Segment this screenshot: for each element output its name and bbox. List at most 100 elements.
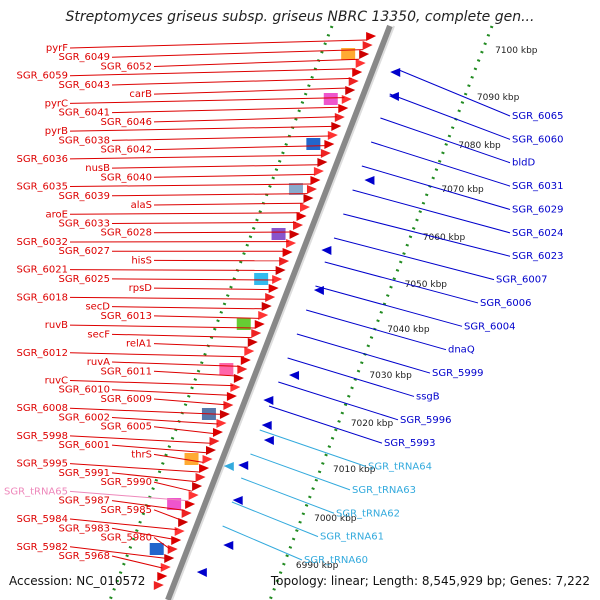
accession-label: Accession: NC_010572 xyxy=(9,574,146,588)
leader-line-forward xyxy=(111,555,163,569)
gene-label-forward: SGR_6032 xyxy=(17,237,69,248)
gene-arrow-forward xyxy=(286,239,297,248)
leader-line-forward xyxy=(153,481,193,492)
gene-label-forward: SGR_6033 xyxy=(59,218,111,229)
leader-line-reverse xyxy=(380,117,511,164)
gene-arrow-forward xyxy=(279,257,290,266)
leader-line-forward xyxy=(153,509,182,521)
topology-label: Topology: linear; Length: 8,545,929 bp; … xyxy=(270,574,590,588)
gene-label-forward: ruvB xyxy=(45,320,68,331)
feature-box-forward xyxy=(219,363,234,375)
gene-label-forward: SGR_6039 xyxy=(59,191,111,202)
gene-arrow-forward xyxy=(317,158,328,167)
leader-line-forward xyxy=(111,416,219,425)
gene-arrow-forward xyxy=(320,149,331,158)
gene-arrow-forward xyxy=(352,68,363,77)
leader-line-forward xyxy=(111,278,274,281)
leader-line-forward xyxy=(111,164,319,169)
leader-line-forward xyxy=(111,49,363,58)
gene-label-forward: SGR_6049 xyxy=(59,52,111,63)
gene-label-forward: SGR_6012 xyxy=(17,348,69,359)
gene-arrow-forward xyxy=(299,203,310,212)
leader-line-forward xyxy=(153,173,315,178)
leader-line-forward xyxy=(69,463,200,473)
leader-line-forward xyxy=(153,58,360,67)
gene-arrow-reverse xyxy=(289,371,300,380)
gene-arrow-forward xyxy=(254,320,265,329)
gene-label-forward: SGR_6010 xyxy=(59,385,111,396)
gene-arrow-forward xyxy=(153,581,164,590)
gene-arrow-forward xyxy=(338,104,349,113)
axis-tick-label: 7070 kbp xyxy=(441,185,484,195)
gene-label-forward: SGR_6002 xyxy=(59,412,111,423)
leader-line-forward xyxy=(153,370,237,377)
gene-label-forward: SGR_6042 xyxy=(101,145,153,156)
leader-line-forward xyxy=(153,116,337,123)
gene-label-forward: pyrC xyxy=(45,98,68,109)
leader-line-forward xyxy=(153,453,204,463)
gene-arrow-forward xyxy=(331,122,342,131)
feature-box-forward xyxy=(149,543,164,555)
gene-arrow-forward xyxy=(282,248,293,257)
gene-label-forward: secF xyxy=(87,329,110,340)
leader-line-reverse xyxy=(343,213,511,257)
gene-label-reverse: dnaQ xyxy=(448,345,475,356)
gene-arrow-forward xyxy=(202,455,213,464)
gene-label-forward: SGR_6009 xyxy=(101,394,153,405)
gene-arrow-reverse xyxy=(313,286,324,295)
gene-arrow-forward xyxy=(247,338,258,347)
leader-line-forward xyxy=(69,212,300,215)
leader-line-reverse xyxy=(222,525,303,561)
leader-line-forward xyxy=(153,202,304,206)
gene-arrow-forward xyxy=(345,86,356,95)
gene-arrow-reverse xyxy=(261,421,272,430)
gene-label-forward: SGR_5990 xyxy=(101,477,153,488)
leader-line-forward xyxy=(69,97,345,104)
gene-arrow-forward xyxy=(334,113,345,122)
axis-tick-label: 7060 kbp xyxy=(423,233,466,243)
gene-label-forward: SGR_6035 xyxy=(17,182,69,193)
gene-arrow-forward xyxy=(313,167,324,176)
leader-line-forward xyxy=(69,296,267,300)
leader-line-reverse xyxy=(352,189,511,234)
leader-line-forward xyxy=(111,106,341,114)
leader-line-reverse xyxy=(250,453,351,491)
feature-box-forward xyxy=(341,48,356,60)
gene-arrow-forward xyxy=(258,311,269,320)
ruler-left xyxy=(108,25,334,600)
leader-line-forward xyxy=(69,154,323,160)
gene-label-forward: SGR_6025 xyxy=(59,274,111,285)
gene-arrow-reverse xyxy=(223,541,234,550)
gene-label-reverse: SGR_6024 xyxy=(512,228,564,239)
gene-arrow-reverse xyxy=(232,496,243,505)
gene-label-forward: ruvA xyxy=(87,357,110,368)
axis-tick-label: 7030 kbp xyxy=(369,371,412,381)
gene-arrow-forward xyxy=(293,221,304,230)
feature-box-forward xyxy=(323,93,338,105)
gene-arrow-forward xyxy=(240,356,251,365)
gene-arrow-forward xyxy=(209,437,220,446)
gene-arrow-reverse xyxy=(196,568,207,577)
feature-box-forward xyxy=(254,273,269,285)
gene-arrow-forward xyxy=(341,95,352,104)
trna-marker xyxy=(223,462,234,471)
gene-label-forward: SGR_6028 xyxy=(101,228,153,239)
leader-line-forward xyxy=(111,333,252,339)
gene-arrow-forward xyxy=(181,509,192,518)
gene-label-forward: hisS xyxy=(131,255,152,266)
gene-label-forward: SGR_6052 xyxy=(101,61,153,72)
gene-arrow-forward xyxy=(223,401,234,410)
leader-line-reverse xyxy=(398,69,511,117)
gene-label-forward: secD xyxy=(85,302,110,313)
gene-label-reverse: SGR_tRNA63 xyxy=(352,485,416,496)
gene-label-forward: aroE xyxy=(46,209,68,220)
gene-arrow-forward xyxy=(233,374,244,383)
gene-label-reverse: SGR_6029 xyxy=(512,204,564,215)
leader-line-forward xyxy=(153,231,293,234)
sequence-axis-highlight xyxy=(171,25,395,600)
gene-arrow-forward xyxy=(219,410,230,419)
leader-line-reverse xyxy=(324,261,479,304)
leader-line-reverse xyxy=(241,477,335,514)
axis-tick-label: 7000 kbp xyxy=(314,514,357,524)
